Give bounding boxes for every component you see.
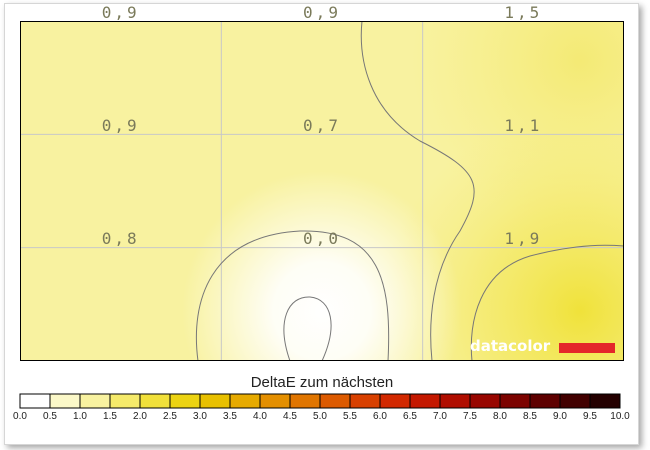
cell-value-label: 1,1 <box>504 116 543 135</box>
colorscale-segment <box>530 394 561 408</box>
colorscale-tick-label: 1.0 <box>73 411 87 422</box>
heatmap-plot: 0,9 0,9 1,5 0,9 0,7 1,1 0,8 0,0 1,9 datacolor <box>20 3 624 361</box>
heatmap-svg <box>20 21 624 361</box>
colorscale-tick-label: 10.0 <box>610 411 630 422</box>
colorscale-tick-label: 8.5 <box>523 411 537 422</box>
colorscale-segment <box>590 394 621 408</box>
cell-value-label: 1,9 <box>504 229 543 249</box>
colorscale-tick-label: 1.5 <box>103 411 117 422</box>
colorscale-tick-label: 4.5 <box>283 411 297 422</box>
contour-line-4 <box>283 296 332 361</box>
cell-value-label: 0,0 <box>303 229 341 249</box>
colorscale-tick-label: 2.5 <box>163 411 177 422</box>
colorscale-segment <box>320 394 351 408</box>
colorscale-segment <box>80 394 111 408</box>
colorscale-segment <box>230 394 261 408</box>
colorscale-tick-label: 9.5 <box>583 411 597 422</box>
cell-value-label: 0,8 <box>101 229 140 249</box>
colorscale-segment <box>500 394 531 408</box>
cell-value-label: 0,9 <box>303 2 341 22</box>
colorscale-segment <box>110 394 141 408</box>
colorscale-tick-label: 3.0 <box>193 411 207 422</box>
cell-value-label: 0,9 <box>101 116 140 135</box>
colorscale-tick-label: 8.0 <box>493 411 507 422</box>
colorscale-tick-label: 6.0 <box>373 411 387 422</box>
contour-lines <box>195 21 624 361</box>
colorscale-segment <box>170 394 201 408</box>
colorscale-segment <box>350 394 381 408</box>
colorscale-tick-label: 5.0 <box>313 411 327 422</box>
colorscale-tick-label: 7.0 <box>433 411 447 422</box>
colorscale-tick-label: 0.0 <box>13 411 27 422</box>
colorscale-segment <box>140 394 171 408</box>
colorscale-segment <box>470 394 501 408</box>
cell-value-label: 0,9 <box>101 2 140 22</box>
colorscale-segment <box>290 394 321 408</box>
colorscale-segment <box>380 394 411 408</box>
cell-value-label: 0,7 <box>303 116 341 135</box>
heat-region-center-low <box>20 21 624 361</box>
chart-frame: 0,9 0,9 1,5 0,9 0,7 1,1 0,8 0,0 1,9 datacolor De… <box>4 3 639 445</box>
colorscale-segment <box>20 394 51 408</box>
colorscale-segment <box>440 394 471 408</box>
colorscale-tick-label: 5.5 <box>343 411 357 422</box>
colorscale-segment <box>410 394 441 408</box>
plot-border <box>20 21 624 361</box>
contour-line-3 <box>470 244 624 361</box>
colorscale-title: DeltaE zum nächsten <box>250 374 394 391</box>
datacolor-logo: datacolor <box>470 337 551 355</box>
cell-value-label: 1,5 <box>504 2 543 22</box>
contour-line-1 <box>360 21 475 361</box>
colorscale-tick-label: 3.5 <box>223 411 237 422</box>
colorscale-segment <box>50 394 81 408</box>
colorscale-tick-label: 6.5 <box>403 411 417 422</box>
colorscale-segment <box>200 394 231 408</box>
grid-lines <box>20 21 624 361</box>
datacolor-logo-bar <box>559 343 615 353</box>
colorscale-tick-label: 0.5 <box>43 411 57 422</box>
contour-line-2 <box>195 230 390 361</box>
colorscale-segment <box>260 394 291 408</box>
colorscale-tick-label: 7.5 <box>463 411 477 422</box>
colorscale-tick-label: 4.0 <box>253 411 267 422</box>
colorscale-tick-label: 9.0 <box>553 411 567 422</box>
colorscale-tick-label: 2.0 <box>133 411 147 422</box>
colorscale-segment <box>560 394 591 408</box>
